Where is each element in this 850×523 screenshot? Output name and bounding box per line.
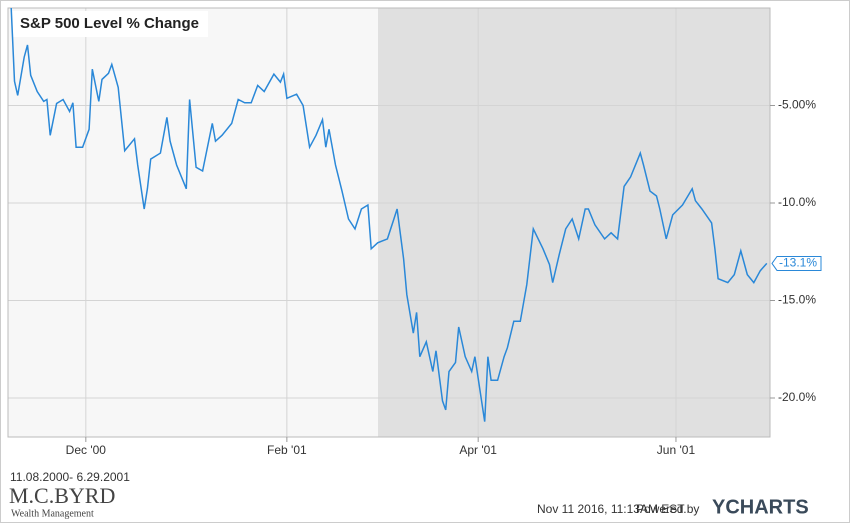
chart-title: S&P 500 Level % Change [20, 15, 199, 32]
y-tick-label: -5.00% [778, 98, 816, 112]
data-line [10, 7, 768, 422]
date-range: 11.08.2000- 6.29.2001 [10, 470, 130, 484]
provider-logo: YCHARTS [712, 496, 809, 518]
y-tick-label: -10.0% [778, 195, 816, 209]
brand: M.C.BYRD [9, 483, 115, 508]
y-tick-label: -15.0% [778, 293, 816, 307]
x-tick-label: Apr '01 [459, 443, 497, 457]
x-tick-label: Feb '01 [267, 443, 307, 457]
title-box [12, 11, 208, 37]
brand-sub: Wealth Management [11, 508, 94, 519]
plot-border [7, 7, 771, 438]
end-label: -13.1% [779, 256, 817, 270]
x-tick-label: Jun '01 [657, 443, 696, 457]
x-tick-label: Dec '00 [66, 443, 107, 457]
powered-by: Powered by [636, 502, 699, 516]
timestamp: Nov 11 2016, 11:13AM EST. [537, 502, 687, 516]
plot-background [8, 8, 378, 437]
end-label-box [771, 255, 822, 271]
y-tick-label: -20.0% [778, 390, 816, 404]
